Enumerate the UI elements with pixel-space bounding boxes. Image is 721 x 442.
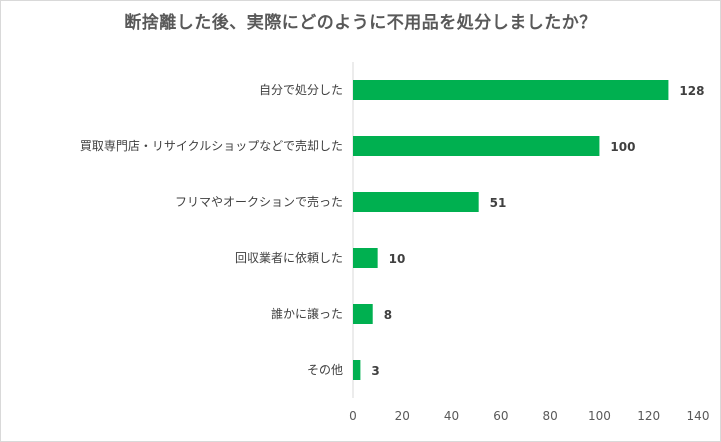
category-label: その他 xyxy=(307,363,343,377)
x-tick-label: 120 xyxy=(637,409,660,423)
x-tick-label: 20 xyxy=(395,409,410,423)
data-label: 3 xyxy=(371,364,379,378)
category-label: 買取専門店・リサイクルショップなどで売却した xyxy=(80,138,343,153)
bar xyxy=(353,136,600,156)
x-tick-label: 40 xyxy=(444,409,459,423)
x-tick-label: 0 xyxy=(349,409,357,423)
data-label: 10 xyxy=(389,252,406,266)
bar xyxy=(353,248,378,268)
category-label: 回収業者に依頼した xyxy=(235,250,343,265)
bar xyxy=(353,80,669,100)
bar xyxy=(353,304,373,324)
bar xyxy=(353,360,361,380)
x-tick-label: 80 xyxy=(543,409,558,423)
category-label: フリマやオークションで売った xyxy=(175,194,343,209)
category-label: 自分で処分した xyxy=(259,83,343,97)
category-label: 誰かに譲った xyxy=(271,306,343,321)
chart-title: 断捨離した後、実際にどのように不用品を処分しましたか？ xyxy=(124,13,597,33)
data-label: 100 xyxy=(610,140,635,154)
axis-layer: 0 20 40 60 80 100 120 140 xyxy=(349,62,709,423)
x-tick-label: 140 xyxy=(687,409,710,423)
label-layer: 自分で処分した 128 買取専門店・リサイクルショップなどで売却した 100 フリマやオ… xyxy=(80,83,705,378)
data-label: 128 xyxy=(679,84,704,98)
bar-layer xyxy=(353,80,669,380)
x-tick-label: 100 xyxy=(588,409,611,423)
data-label: 51 xyxy=(490,196,507,210)
data-label: 8 xyxy=(384,308,392,322)
bar xyxy=(353,192,479,212)
x-tick-label: 60 xyxy=(493,409,508,423)
